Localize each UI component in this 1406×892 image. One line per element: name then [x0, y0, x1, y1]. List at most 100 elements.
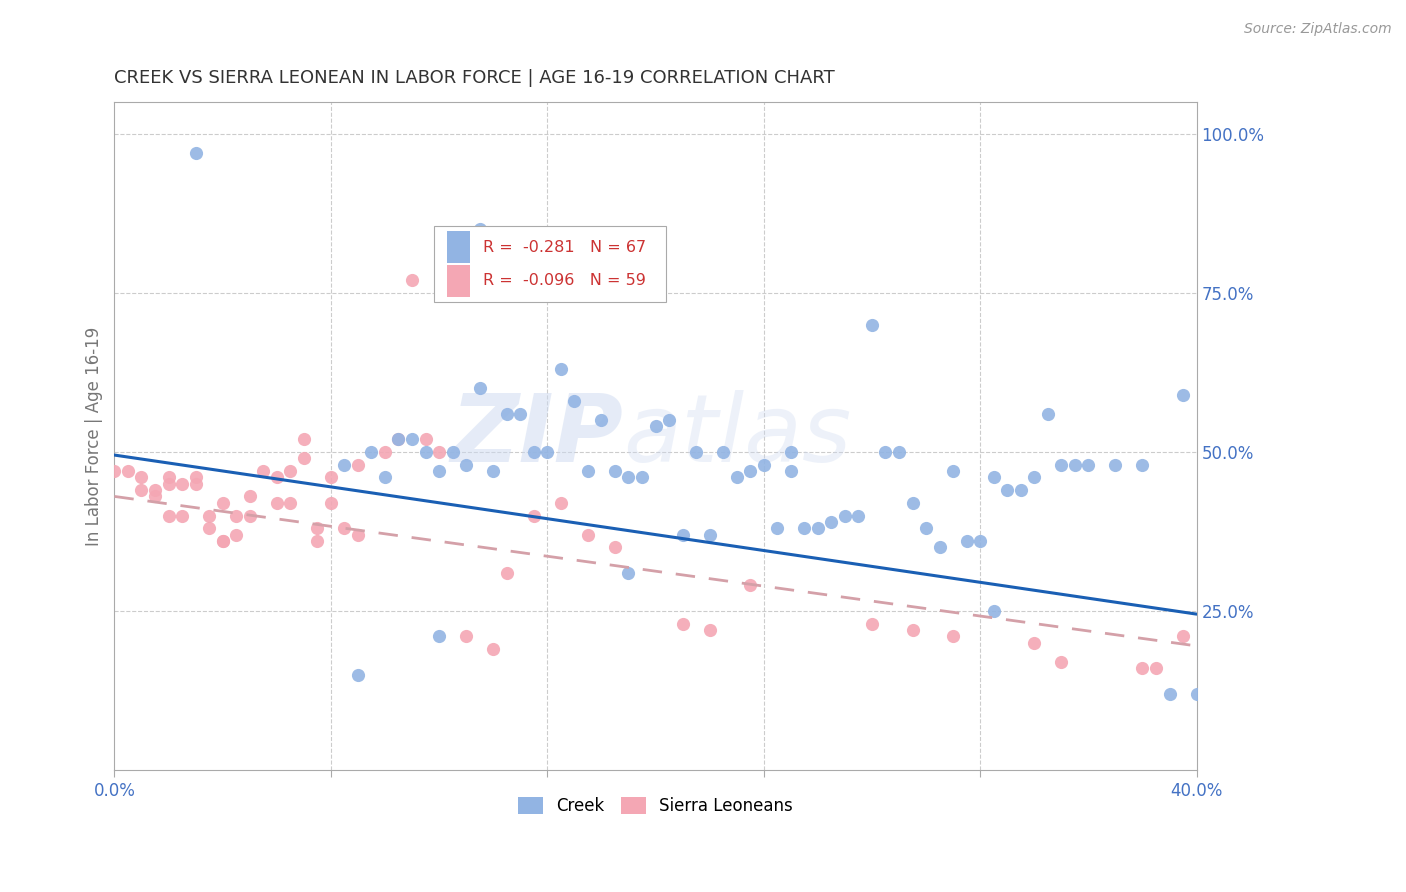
Text: Source: ZipAtlas.com: Source: ZipAtlas.com — [1244, 22, 1392, 37]
Point — [779, 464, 801, 478]
Point — [184, 470, 207, 484]
Bar — [433, 226, 666, 302]
Point — [725, 470, 748, 484]
Point — [401, 432, 423, 446]
Point — [699, 623, 721, 637]
Text: ZIP: ZIP — [450, 390, 623, 482]
Point — [292, 432, 315, 446]
Point — [995, 483, 1018, 497]
Point — [860, 616, 883, 631]
Point — [307, 533, 329, 548]
Point — [347, 667, 370, 681]
Point — [401, 273, 423, 287]
FancyBboxPatch shape — [447, 265, 471, 297]
Point — [711, 445, 734, 459]
Point — [603, 541, 626, 555]
Point — [820, 515, 842, 529]
Point — [562, 394, 585, 409]
Point — [509, 407, 531, 421]
Point — [252, 464, 274, 478]
Legend: Creek, Sierra Leoneans: Creek, Sierra Leoneans — [512, 790, 800, 822]
Point — [807, 521, 830, 535]
Point — [278, 496, 301, 510]
Point — [1144, 661, 1167, 675]
Point — [1024, 470, 1046, 484]
Point — [482, 642, 505, 657]
Point — [347, 527, 370, 541]
Point — [1050, 655, 1073, 669]
Point — [983, 604, 1005, 618]
Point — [131, 483, 153, 497]
Point — [550, 362, 572, 376]
Point — [347, 458, 370, 472]
Point — [211, 533, 233, 548]
Point — [834, 508, 856, 523]
Point — [456, 629, 478, 643]
Point — [198, 521, 221, 535]
Point — [1024, 636, 1046, 650]
Point — [319, 496, 342, 510]
Point — [441, 445, 464, 459]
Point — [576, 527, 599, 541]
Text: atlas: atlas — [623, 391, 851, 482]
Point — [225, 527, 247, 541]
Point — [157, 508, 180, 523]
Point — [550, 496, 572, 510]
Point — [740, 578, 762, 592]
Point — [1171, 387, 1194, 401]
Point — [143, 483, 166, 497]
Point — [157, 470, 180, 484]
Point — [671, 616, 693, 631]
Point — [225, 508, 247, 523]
Point — [969, 533, 991, 548]
Point — [468, 222, 491, 236]
Point — [495, 566, 517, 580]
Point — [1132, 458, 1154, 472]
Point — [848, 508, 870, 523]
Point — [170, 508, 193, 523]
Point — [1077, 458, 1099, 472]
Point — [658, 413, 681, 427]
Point — [117, 464, 139, 478]
Point — [211, 496, 233, 510]
Point — [752, 458, 775, 472]
Point — [1132, 661, 1154, 675]
Point — [644, 419, 666, 434]
Point — [415, 445, 437, 459]
Point — [415, 432, 437, 446]
Point — [266, 470, 288, 484]
Point — [456, 458, 478, 472]
Point — [387, 432, 409, 446]
Text: R =  -0.281   N = 67: R = -0.281 N = 67 — [484, 240, 647, 254]
Point — [239, 508, 262, 523]
Point — [131, 470, 153, 484]
Point — [685, 445, 707, 459]
Point — [360, 445, 382, 459]
Point — [333, 458, 356, 472]
Point — [1010, 483, 1032, 497]
Point — [793, 521, 815, 535]
Point — [779, 445, 801, 459]
Point — [901, 623, 924, 637]
Point — [239, 490, 262, 504]
Point — [1036, 407, 1059, 421]
Point — [1050, 458, 1073, 472]
Point — [427, 445, 450, 459]
Point — [766, 521, 789, 535]
Point — [387, 432, 409, 446]
Point — [427, 629, 450, 643]
Point — [184, 145, 207, 160]
Point — [1171, 629, 1194, 643]
Point — [617, 470, 640, 484]
Point — [591, 413, 613, 427]
Point — [928, 541, 950, 555]
Point — [495, 407, 517, 421]
Point — [631, 470, 654, 484]
Point — [617, 566, 640, 580]
Point — [860, 318, 883, 332]
Point — [536, 445, 558, 459]
Point — [983, 470, 1005, 484]
Point — [875, 445, 897, 459]
Point — [942, 629, 965, 643]
Point — [292, 451, 315, 466]
